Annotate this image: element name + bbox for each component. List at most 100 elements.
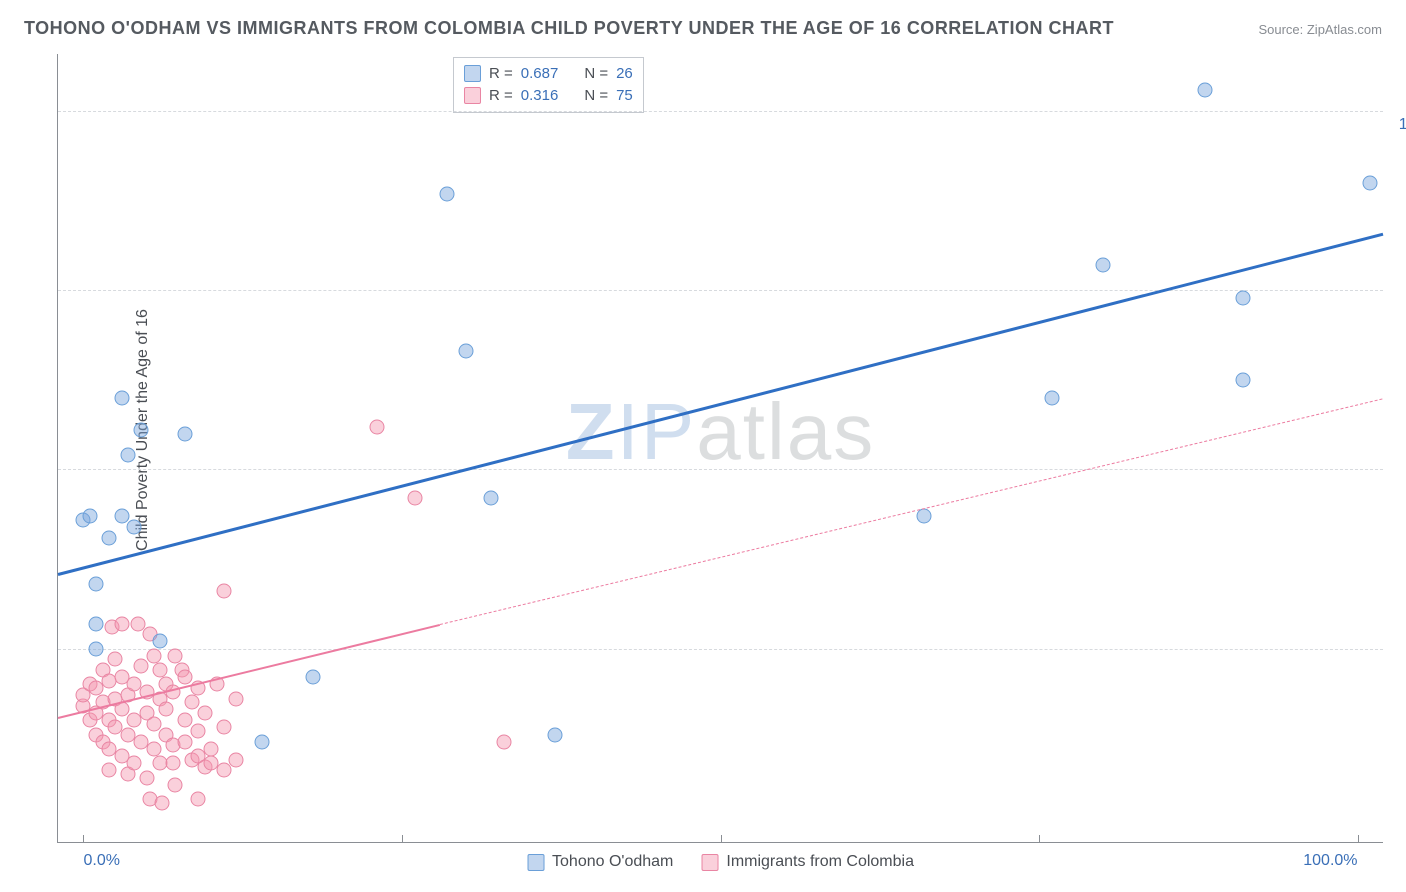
data-point-pink [114, 616, 129, 631]
source-attribution: Source: ZipAtlas.com [1258, 22, 1382, 37]
x-tick-label: 0.0% [83, 852, 119, 870]
chart-title: TOHONO O'ODHAM VS IMMIGRANTS FROM COLOMB… [24, 18, 1114, 39]
trendline-pink-dashed [440, 398, 1383, 625]
data-point-blue [121, 448, 136, 463]
data-point-blue [484, 491, 499, 506]
data-point-blue [917, 509, 932, 524]
data-point-blue [152, 634, 167, 649]
y-tick-label: 75.0% [1393, 295, 1406, 313]
data-point-pink [146, 716, 161, 731]
data-point-pink [108, 652, 123, 667]
data-point-pink [216, 584, 231, 599]
data-point-pink [146, 648, 161, 663]
data-point-pink [191, 792, 206, 807]
stat-n-label: N = [584, 87, 608, 104]
data-point-pink [407, 491, 422, 506]
y-tick-label: 50.0% [1393, 474, 1406, 492]
data-point-pink [178, 713, 193, 728]
data-point-blue [101, 530, 116, 545]
data-point-pink [496, 734, 511, 749]
data-point-pink [168, 777, 183, 792]
data-point-pink [155, 795, 170, 810]
watermark-rest: atlas [696, 387, 875, 476]
data-point-pink [140, 770, 155, 785]
data-point-blue [89, 616, 104, 631]
data-point-blue [178, 426, 193, 441]
source-name: ZipAtlas.com [1307, 22, 1382, 37]
data-point-pink [152, 663, 167, 678]
gridline-h [58, 469, 1383, 470]
x-tick [83, 835, 84, 843]
x-tick [1358, 835, 1359, 843]
data-point-blue [1363, 175, 1378, 190]
stat-n-blue: 26 [616, 65, 633, 82]
gridline-h [58, 649, 1383, 650]
data-point-pink [216, 720, 231, 735]
stat-n-pink: 75 [616, 87, 633, 104]
legend-label-pink: Immigrants from Colombia [726, 853, 914, 871]
data-point-pink [101, 763, 116, 778]
swatch-blue [527, 854, 544, 871]
data-point-pink [178, 734, 193, 749]
x-tick [402, 835, 403, 843]
trendline-pink-solid [58, 624, 441, 719]
data-point-blue [1044, 390, 1059, 405]
data-point-pink [178, 670, 193, 685]
data-point-pink [197, 706, 212, 721]
series-legend: Tohono O'odham Immigrants from Colombia [527, 853, 914, 871]
data-point-pink [133, 659, 148, 674]
data-point-pink [369, 419, 384, 434]
data-point-blue [1095, 258, 1110, 273]
y-tick-label: 100.0% [1393, 116, 1406, 134]
gridline-h [58, 290, 1383, 291]
y-tick-label: 25.0% [1393, 654, 1406, 672]
data-point-pink [229, 691, 244, 706]
stat-r-pink: 0.316 [521, 87, 559, 104]
data-point-pink [159, 702, 174, 717]
data-point-pink [184, 695, 199, 710]
data-point-blue [1235, 290, 1250, 305]
data-point-blue [114, 509, 129, 524]
legend-item-pink: Immigrants from Colombia [701, 853, 914, 871]
data-point-blue [89, 641, 104, 656]
x-tick [721, 835, 722, 843]
source-label: Source: [1258, 22, 1306, 37]
data-point-blue [1235, 372, 1250, 387]
trendline-blue [58, 233, 1384, 576]
watermark-ip: IP [617, 387, 697, 476]
x-tick-label: 100.0% [1303, 852, 1357, 870]
legend-item-blue: Tohono O'odham [527, 853, 673, 871]
data-point-blue [254, 734, 269, 749]
data-point-blue [458, 344, 473, 359]
stat-r-label: R = [489, 87, 513, 104]
data-point-pink [229, 752, 244, 767]
stat-r-label: R = [489, 65, 513, 82]
data-point-blue [82, 509, 97, 524]
swatch-blue [464, 65, 481, 82]
correlation-stats-box: R = 0.687 N = 26 R = 0.316 N = 75 [453, 57, 644, 113]
gridline-h [58, 111, 1383, 112]
data-point-blue [89, 577, 104, 592]
x-tick [1039, 835, 1040, 843]
data-point-pink [127, 756, 142, 771]
data-point-blue [305, 670, 320, 685]
data-point-pink [216, 763, 231, 778]
data-point-pink [165, 756, 180, 771]
legend-label-blue: Tohono O'odham [552, 853, 673, 871]
stats-row-pink: R = 0.316 N = 75 [464, 84, 633, 106]
data-point-blue [547, 727, 562, 742]
stat-n-label: N = [584, 65, 608, 82]
stats-row-blue: R = 0.687 N = 26 [464, 62, 633, 84]
data-point-pink [191, 723, 206, 738]
data-point-blue [127, 519, 142, 534]
data-point-blue [114, 390, 129, 405]
data-point-pink [146, 741, 161, 756]
data-point-blue [1197, 82, 1212, 97]
swatch-pink [464, 87, 481, 104]
scatter-plot-area: ZIPatlas R = 0.687 N = 26 R = 0.316 N = … [57, 54, 1383, 843]
swatch-pink [701, 854, 718, 871]
data-point-blue [439, 186, 454, 201]
data-point-pink [168, 648, 183, 663]
data-point-pink [203, 741, 218, 756]
data-point-blue [133, 423, 148, 438]
